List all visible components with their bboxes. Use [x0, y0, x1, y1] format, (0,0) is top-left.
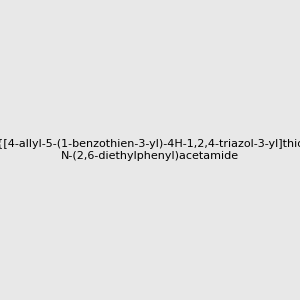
- Text: 2-{[4-allyl-5-(1-benzothien-3-yl)-4H-1,2,4-triazol-3-yl]thio}-
N-(2,6-diethylphe: 2-{[4-allyl-5-(1-benzothien-3-yl)-4H-1,2…: [0, 139, 300, 161]
